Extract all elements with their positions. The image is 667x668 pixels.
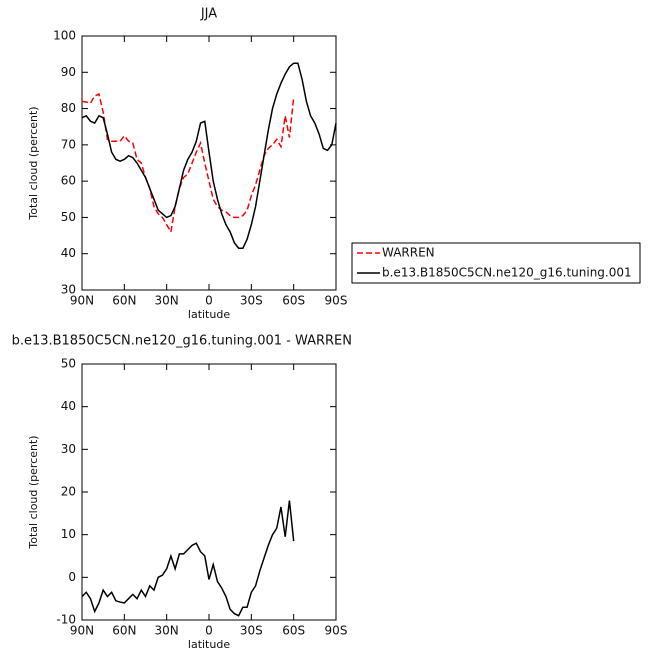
y-tick-label: 0 — [68, 570, 76, 584]
y-axis-label: Total cloud (percent) — [27, 106, 40, 220]
y-tick-label: 90 — [61, 65, 76, 79]
y-tick-label: 80 — [61, 101, 76, 115]
chart-title: JJA — [200, 7, 217, 22]
x-tick-label: 90N — [70, 294, 94, 308]
data-line — [81, 62, 337, 250]
x-tick-label: 90S — [325, 624, 348, 638]
legend-label: b.e13.B1850C5CN.ne120_g16.tuning.001 — [382, 266, 632, 280]
x-tick-label: 30S — [240, 624, 263, 638]
x-tick-label: 60N — [112, 294, 136, 308]
x-tick-label: 60N — [112, 624, 136, 638]
x-tick-label: 30N — [155, 624, 179, 638]
y-tick-label: 40 — [61, 246, 76, 260]
y-tick-label: 20 — [61, 485, 76, 499]
y-tick-label: 10 — [61, 527, 76, 541]
x-tick-label: 60S — [282, 294, 305, 308]
plot-frame — [81, 35, 337, 291]
legend-box — [351, 242, 641, 284]
y-tick-label: 60 — [61, 174, 76, 188]
x-tick-label: 30N — [155, 294, 179, 308]
legend-label: WARREN — [382, 246, 435, 260]
x-tick-label: 0 — [205, 624, 213, 638]
x-axis-label: latitude — [188, 308, 230, 321]
y-tick-label: 100 — [53, 29, 76, 43]
data-line — [81, 93, 295, 235]
y-tick-label: -10 — [56, 613, 76, 627]
y-tick-label: 70 — [61, 137, 76, 151]
x-tick-label: 30S — [240, 294, 263, 308]
y-axis-label: Total cloud (percent) — [27, 435, 40, 549]
x-tick-label: 60S — [282, 624, 305, 638]
chart-title: b.e13.B1850C5CN.ne120_g16.tuning.001 - W… — [12, 334, 352, 349]
y-tick-label: 30 — [61, 442, 76, 456]
plot-frame — [81, 363, 337, 621]
y-tick-label: 30 — [61, 283, 76, 297]
x-tick-label: 90N — [70, 624, 94, 638]
y-tick-label: 40 — [61, 399, 76, 413]
data-line — [81, 500, 295, 617]
y-tick-label: 50 — [61, 210, 76, 224]
x-axis-label: latitude — [188, 638, 230, 651]
x-tick-label: 90S — [325, 294, 348, 308]
x-tick-label: 0 — [205, 294, 213, 308]
y-tick-label: 50 — [61, 357, 76, 371]
